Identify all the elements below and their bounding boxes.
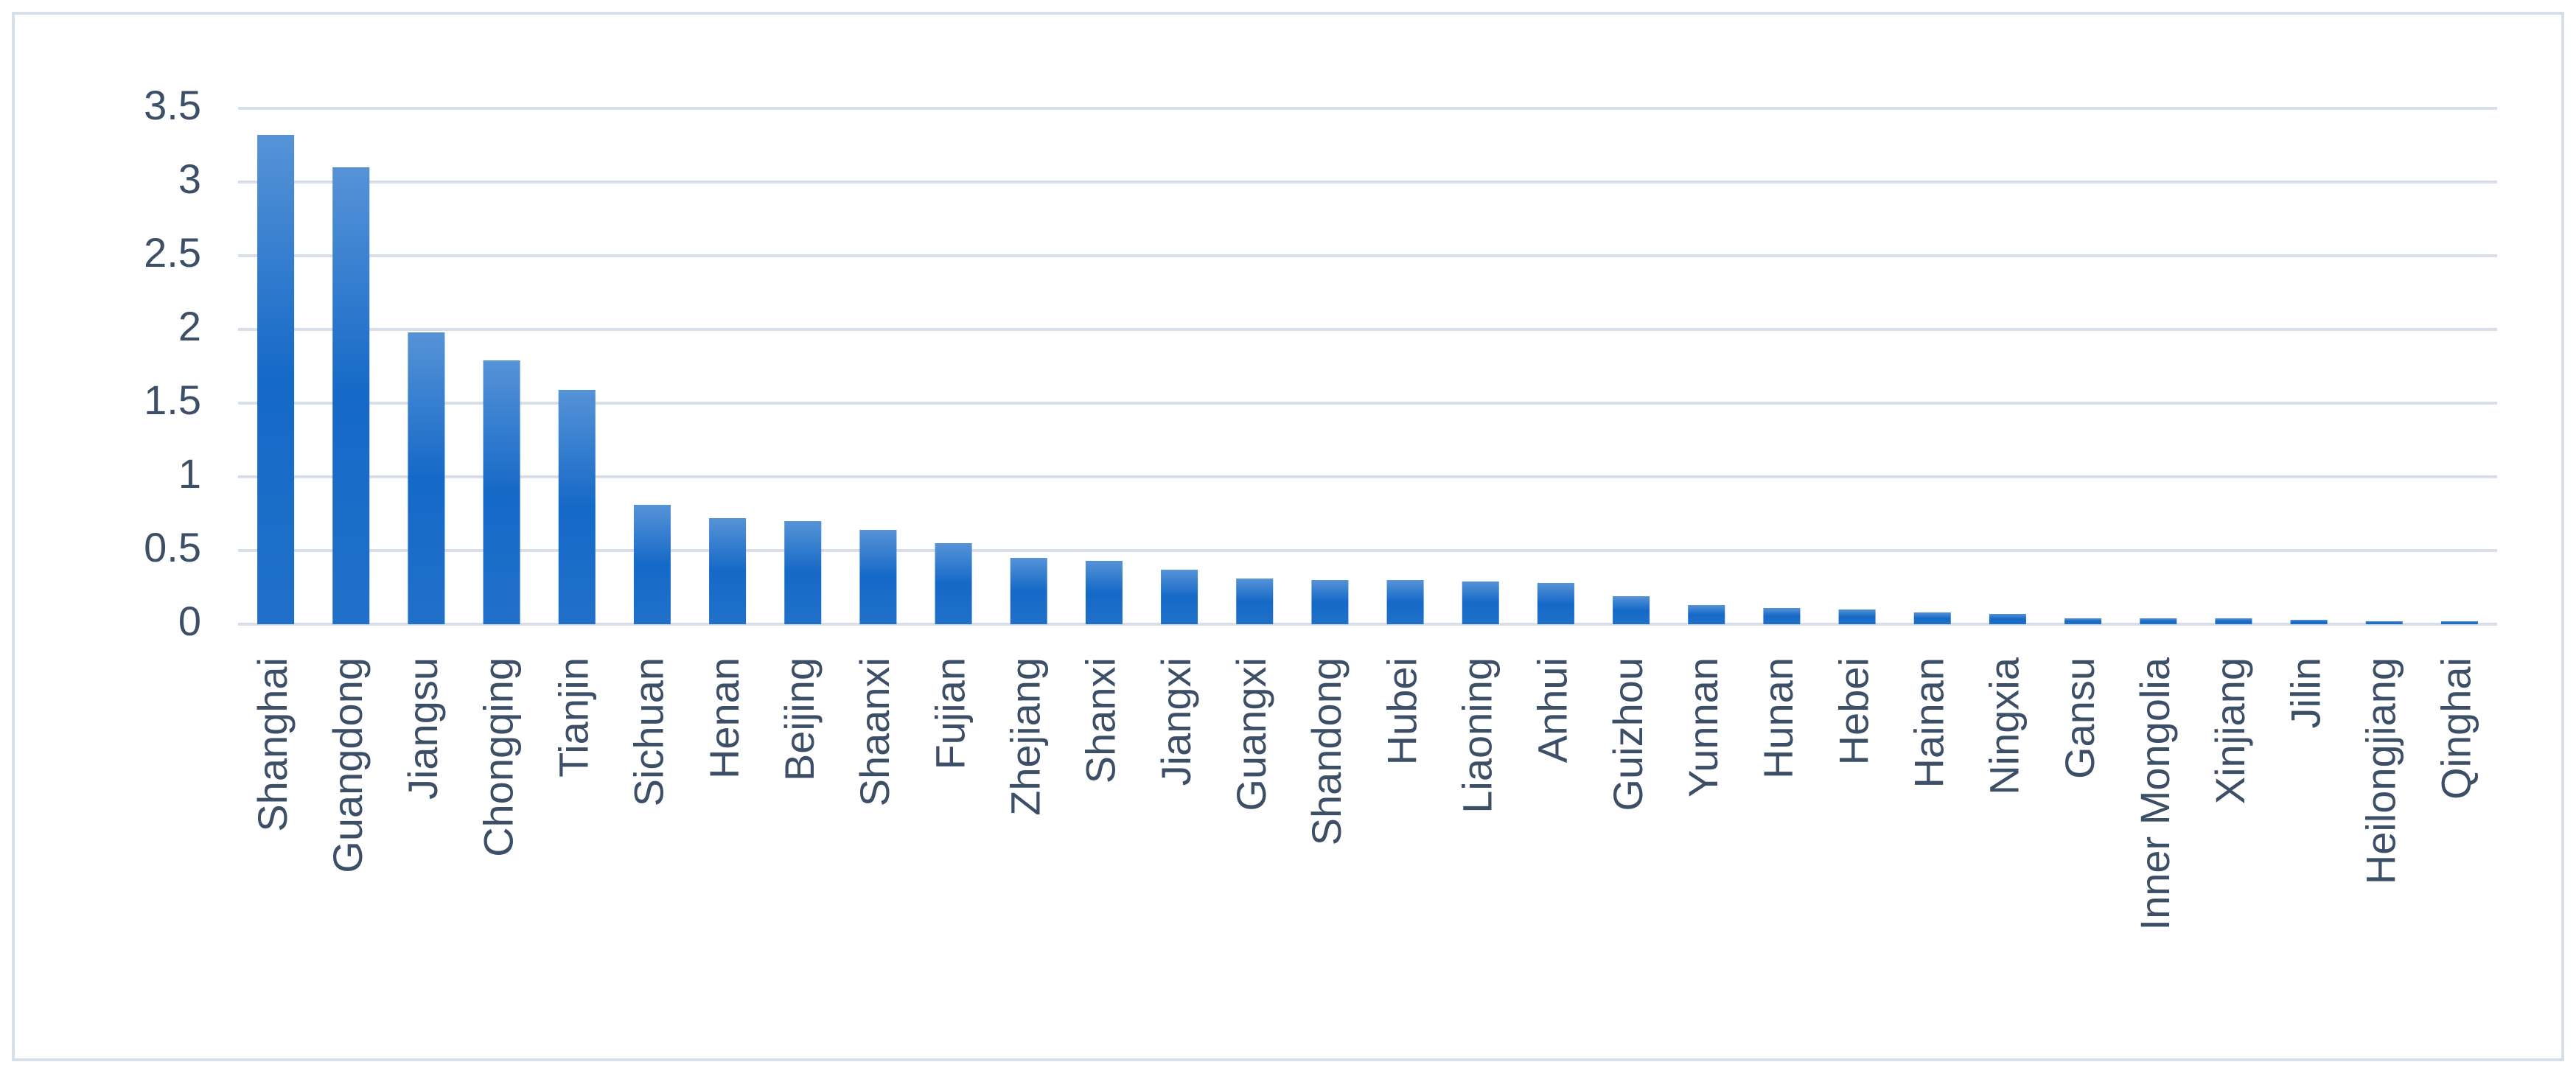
bar-shade [1989, 614, 2026, 624]
bar-shade [408, 332, 445, 624]
x-tick-label: Qinghai [2433, 657, 2479, 800]
x-tick-label: Xinjiang [2207, 657, 2253, 804]
bar-shade [332, 167, 370, 624]
bar-shade [257, 135, 295, 624]
x-tick-label: Yunnan [1680, 657, 1726, 797]
y-tick-label: 0.5 [144, 524, 201, 570]
x-tick-label: Jiangsu [399, 657, 446, 800]
x-tick-label: Shanxi [1078, 657, 1124, 783]
x-tick-label: Henan [701, 657, 747, 779]
bar-shade [935, 543, 972, 624]
bar-shade [2140, 618, 2177, 624]
bar-shade [2290, 620, 2328, 624]
x-tick-label: Beijing [776, 657, 823, 781]
bar-shade [1763, 608, 1801, 624]
bar-shade [1236, 579, 1274, 624]
x-tick-label: Shaanxi [851, 657, 898, 806]
x-tick-label: Hebei [1830, 657, 1877, 765]
bar-shade [1161, 570, 1198, 624]
chart-frame [12, 12, 2564, 1061]
bar-shade [2215, 618, 2252, 624]
bar-shade [1838, 609, 1876, 624]
x-tick-label: Gansu [2056, 657, 2103, 779]
x-tick-label: Guangxi [1228, 657, 1274, 811]
bar-shade [1613, 596, 1650, 624]
bar-shade [483, 360, 520, 624]
y-tick-label: 1.5 [144, 377, 201, 423]
bar-shade [2064, 618, 2102, 624]
bar-shade [1537, 583, 1574, 624]
bar-shade [1462, 581, 1499, 624]
bar-shade [2440, 621, 2478, 624]
x-tick-label: Fujian [926, 657, 973, 770]
x-tick-label: Guangdong [324, 657, 371, 873]
x-tick-label: Tianjin [551, 657, 597, 778]
x-tick-label: Jilin [2282, 657, 2328, 728]
bar-shade [558, 390, 596, 624]
x-tick-label: Sichuan [626, 657, 672, 806]
y-tick-label: 3.5 [144, 82, 201, 128]
x-tick-label: Chongqing [475, 657, 521, 857]
y-tick-label: 2 [178, 303, 201, 349]
y-tick-label: 0 [178, 598, 201, 644]
x-tick-label: Hainan [1906, 657, 1952, 788]
bar-shade [1010, 558, 1047, 624]
y-tick-label: 1 [178, 450, 201, 497]
bar-shade [1688, 605, 1725, 624]
bar-shade [709, 518, 747, 624]
bar-shade [633, 505, 671, 624]
bar-shade [1311, 580, 1349, 624]
x-tick-label: Heilongjiang [2358, 657, 2404, 884]
x-tick-label: Hunan [1755, 657, 1801, 779]
x-tick-label: Ningxia [1981, 657, 2028, 795]
bar-shade [1913, 612, 1951, 624]
x-tick-label: Shandong [1303, 657, 1350, 845]
x-tick-label: Guizhou [1605, 657, 1651, 811]
bar-shade [2365, 621, 2403, 624]
bar-shade [1386, 580, 1424, 624]
bar-shade [859, 530, 897, 624]
x-tick-label: Zhejiang [1002, 657, 1049, 816]
x-tick-label: Shanghai [249, 657, 296, 832]
y-tick-label: 2.5 [144, 229, 201, 276]
bar-shade [784, 521, 822, 624]
x-tick-label: Inner Mongolia [2132, 657, 2178, 930]
x-tick-label: Jiangxi [1153, 657, 1199, 786]
bar-shade [1085, 561, 1123, 624]
x-tick-label: Anhui [1529, 657, 1576, 763]
x-tick-label: Liaoning [1454, 657, 1501, 814]
y-tick-label: 3 [178, 156, 201, 202]
x-tick-label: Hubei [1378, 657, 1425, 765]
